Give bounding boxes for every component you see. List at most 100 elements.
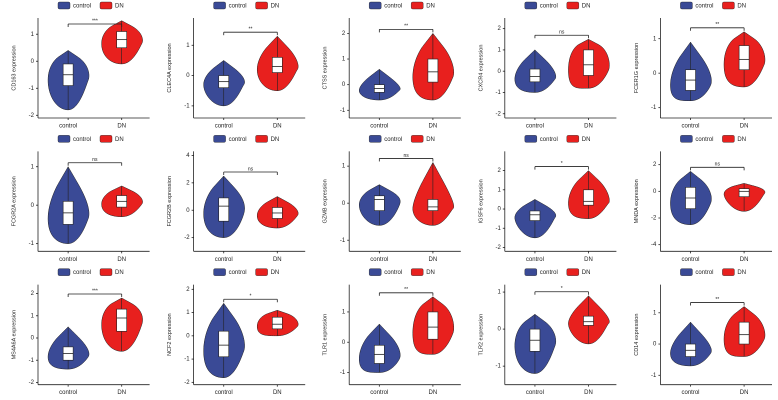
panel: control DN CXCR4 expression -2 -1 0 1 2 control D… — [478, 1, 617, 130]
y-tick-label: -4 — [651, 242, 657, 248]
significance-label: *** — [92, 18, 98, 24]
y-tick-label: 1 — [653, 310, 657, 316]
y-axis-label: MS4A6A expression — [11, 310, 17, 360]
x-tick-label: DN — [584, 390, 593, 396]
panel: control DN FCER1G expression -1 0 1 control DN *… — [634, 1, 773, 130]
y-tick-label: -1 — [29, 241, 35, 247]
box — [427, 311, 439, 340]
significance-label: *** — [92, 288, 98, 294]
y-tick-label: 0 — [31, 336, 35, 342]
y-tick-label: 0 — [653, 71, 657, 77]
significance-label: ** — [715, 22, 719, 28]
y-tick-label: 0 — [186, 73, 190, 79]
y-tick-label: 1 — [186, 43, 190, 49]
box — [738, 188, 750, 197]
box — [529, 210, 541, 221]
legend-swatch — [680, 1, 693, 10]
y-tick-label: -2 — [29, 113, 35, 119]
y-axis-label: CLEC4A expression — [167, 43, 173, 92]
y-tick-label: 0 — [31, 203, 35, 209]
x-tick-label: DN — [584, 257, 593, 263]
panel: control DN FCGR2A expression -1 0 1 control DN n… — [11, 135, 150, 263]
y-tick-label: -1 — [495, 364, 501, 370]
legend-swatch — [57, 135, 71, 143]
y-tick-label: 2 — [342, 31, 346, 37]
x-tick-label: control — [370, 390, 388, 396]
significance-label: ns — [248, 166, 254, 172]
y-tick-label: 0 — [342, 82, 346, 88]
legend-label: control — [695, 4, 713, 10]
legend-swatch — [99, 1, 113, 10]
y-tick-label: -1 — [184, 103, 190, 109]
legend-label: control — [73, 270, 91, 276]
x-tick-label: DN — [584, 124, 593, 130]
x-tick-label: control — [526, 124, 544, 130]
y-tick-label: 0 — [497, 207, 501, 213]
legend-label: DN — [115, 270, 124, 276]
x-tick-label: control — [526, 257, 544, 263]
significance-label: ns — [403, 153, 409, 159]
x-tick-label: DN — [117, 257, 126, 263]
y-tick-label: 1 — [342, 164, 346, 170]
y-tick-label: -1 — [495, 226, 501, 232]
y-tick-label: -1 — [495, 90, 501, 96]
legend-label: control — [540, 137, 558, 143]
y-axis-label: GZMB expression — [323, 179, 329, 223]
legend-swatch — [57, 1, 71, 10]
legend-label: control — [695, 270, 713, 276]
legend-swatch — [213, 1, 226, 10]
y-tick-label: -1 — [340, 108, 346, 114]
panel: control DN GZMB expression -1 0 1 control DN ns — [323, 135, 461, 263]
x-tick-label: DN — [429, 390, 438, 396]
significance-label: ns — [715, 162, 721, 168]
y-axis-label: MNDA expression — [634, 179, 640, 223]
y-tick-label: -1 — [651, 373, 657, 379]
legend-swatch — [99, 268, 113, 276]
x-tick-label: DN — [429, 124, 438, 130]
legend-swatch — [524, 135, 537, 143]
x-tick-label: DN — [273, 257, 282, 263]
legend-swatch — [680, 268, 693, 276]
significance-label: ns — [559, 30, 565, 36]
legend-label: control — [384, 137, 402, 143]
x-tick-label: control — [370, 257, 388, 263]
y-tick-label: 0 — [342, 340, 346, 346]
significance-label: * — [561, 161, 563, 167]
y-tick-label: -2 — [184, 235, 190, 241]
legend-swatch — [566, 1, 579, 10]
legend-swatch — [566, 268, 579, 276]
panel: control DN MNDA expression -4 -2 0 2 control DN n… — [634, 135, 773, 263]
y-tick-label: 1 — [342, 57, 346, 63]
y-tick-label: 4 — [186, 153, 190, 159]
y-tick-label: 0 — [186, 333, 190, 339]
legend-swatch — [369, 1, 382, 10]
legend-label: DN — [426, 4, 435, 10]
panel: control DN CD14 expression -1 0 1 control DN ** — [634, 268, 773, 396]
legend-label: DN — [426, 270, 435, 276]
legend-label: DN — [582, 270, 591, 276]
violin — [412, 161, 455, 226]
significance-label: ns — [92, 157, 98, 163]
panel: control DN CLEC4A expression -1 0 1 control DN *… — [167, 1, 306, 130]
panel: control DN CD163 expression -2 -1 0 1 control DN… — [11, 1, 150, 130]
y-axis-label: CTSS expression — [323, 47, 329, 90]
x-tick-label: DN — [740, 124, 749, 130]
legend-swatch — [369, 268, 382, 276]
legend-label: DN — [271, 4, 280, 10]
y-tick-label: -2 — [495, 111, 501, 117]
x-tick-label: control — [59, 257, 77, 263]
violin — [723, 183, 766, 212]
y-tick-label: -1 — [651, 105, 657, 111]
legend-swatch — [57, 268, 71, 276]
y-axis-label: NCF2 expression — [167, 313, 173, 356]
y-tick-label: -1 — [184, 357, 190, 363]
y-axis-label: CD14 expression — [634, 314, 640, 356]
box — [583, 315, 594, 326]
box — [116, 308, 127, 332]
x-tick-label: control — [215, 390, 233, 396]
y-tick-label: 1 — [31, 164, 35, 170]
legend-swatch — [213, 268, 226, 276]
box — [427, 199, 439, 211]
y-tick-label: -1 — [340, 238, 346, 244]
